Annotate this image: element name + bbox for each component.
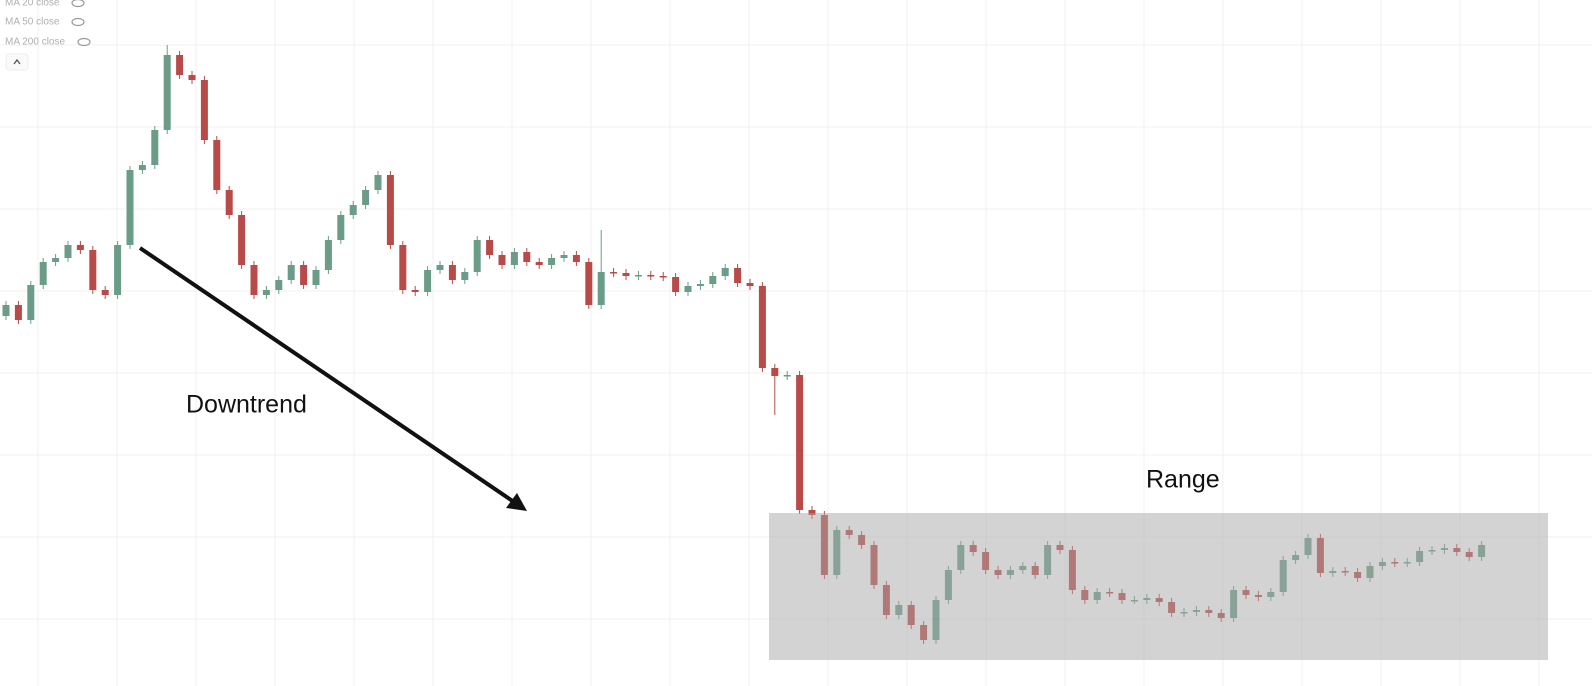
candle-body — [448, 265, 456, 280]
candle-body — [684, 286, 692, 292]
candle-body — [721, 268, 729, 276]
candle-body — [349, 205, 357, 215]
button-bg[interactable] — [5, 53, 29, 71]
range-box — [769, 513, 1548, 660]
candle-body — [523, 252, 531, 262]
candle-body — [126, 170, 134, 245]
candle-body — [424, 270, 432, 292]
candle-body — [188, 75, 196, 80]
candle-body — [362, 190, 370, 205]
candle-body — [510, 252, 518, 265]
candle-body — [647, 275, 655, 277]
candle-body — [14, 305, 22, 320]
candle-body — [114, 245, 122, 295]
candle-body — [783, 375, 791, 377]
candle-body — [176, 55, 184, 75]
candle-body — [213, 140, 221, 190]
candle-body — [610, 272, 618, 274]
candle-body — [461, 272, 469, 280]
candle-body — [746, 283, 754, 286]
candle-body — [163, 55, 171, 130]
candle-body — [808, 510, 816, 515]
candle-body — [324, 240, 332, 270]
candle-body — [52, 258, 60, 262]
candle-body — [622, 273, 630, 276]
candle-body — [758, 286, 766, 368]
candle-body — [535, 262, 543, 265]
indicator-label: MA 200 close — [5, 37, 65, 48]
candle-body — [771, 368, 779, 376]
arrow-head — [506, 493, 527, 511]
candle-body — [796, 375, 804, 510]
candle-body — [250, 265, 258, 295]
candle-body — [560, 255, 568, 258]
candle-body — [572, 255, 580, 262]
candle-body — [672, 277, 680, 292]
candle-body — [89, 250, 97, 290]
annotation: Downtrend — [186, 391, 307, 419]
candle-body — [486, 240, 494, 255]
eye-icon[interactable] — [71, 0, 85, 8]
annotation: Range — [1146, 466, 1220, 494]
candle-body — [585, 262, 593, 305]
candle-body — [548, 258, 556, 265]
candle-body — [337, 215, 345, 240]
candle-body — [709, 276, 717, 284]
collapse-button[interactable] — [5, 53, 29, 71]
eye-icons — [71, 0, 91, 47]
candle-body — [734, 268, 742, 283]
candle-body — [151, 130, 159, 165]
candle-body — [101, 290, 109, 295]
candle-body — [225, 190, 233, 215]
candle-body — [2, 305, 10, 316]
candle-body — [275, 280, 283, 290]
indicator-label: MA 50 close — [5, 17, 60, 28]
chevron — [13, 58, 21, 65]
candle-body — [411, 290, 419, 292]
candle-body — [634, 275, 642, 277]
candle-body — [262, 290, 270, 295]
candle-body — [76, 245, 84, 250]
candle-body — [27, 285, 35, 320]
candle-body — [399, 245, 407, 290]
candle-body — [386, 175, 394, 245]
candle-body — [597, 272, 605, 305]
candle-body — [696, 284, 704, 286]
candle-body — [374, 175, 382, 190]
trend-arrow — [138, 246, 516, 504]
candle-body — [64, 245, 72, 258]
candle-body — [436, 265, 444, 270]
eye-icon[interactable] — [71, 17, 85, 27]
candle-body — [498, 255, 506, 265]
candle-body — [312, 270, 320, 285]
candle-body — [473, 240, 481, 272]
candle-body — [200, 80, 208, 140]
eye-icon[interactable] — [77, 37, 91, 47]
candle-body — [287, 265, 295, 280]
candle-body — [39, 262, 47, 285]
candle-body — [138, 165, 146, 170]
candle-body — [300, 265, 308, 285]
indicator-label: MA 20 close — [5, 0, 60, 9]
candle-body — [238, 215, 246, 265]
candle-body — [659, 276, 667, 278]
